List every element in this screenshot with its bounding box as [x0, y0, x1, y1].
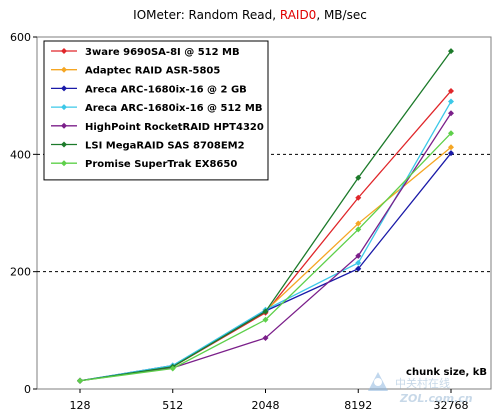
- x-axis-label: chunk size, kB: [406, 367, 487, 378]
- x-tick-label-8192: 8192: [344, 399, 372, 412]
- watermark-logo: 中关村在线 ZOL.com.cn: [368, 372, 473, 405]
- data-point-6-4: [355, 174, 362, 181]
- x-tick-label-2048: 2048: [252, 399, 280, 412]
- y-tick-label-0: 0: [24, 383, 31, 396]
- legend-item: 3ware 9690SA-8I @ 512 MB: [51, 47, 240, 58]
- data-point-2-5: [448, 144, 454, 151]
- legend-label: Promise SuperTrak EX8650: [85, 159, 237, 170]
- legend: 3ware 9690SA-8I @ 512 MB Adaptec RAID ASR…: [43, 40, 269, 181]
- y-tick-label-200: 200: [10, 266, 31, 279]
- legend-item: Areca ARC-1680ix-16 @ 2 GB: [51, 84, 247, 95]
- legend-item: Promise SuperTrak EX8650: [51, 159, 237, 170]
- legend-marker: [61, 122, 67, 129]
- data-point-4-4: [355, 259, 362, 266]
- legend-item: HighPoint RocketRAID HPT4320: [51, 122, 264, 133]
- legend-label: 3ware 9690SA-8I @ 512 MB: [85, 47, 240, 58]
- data-point-7-5: [448, 130, 454, 137]
- x-axis-ticks: 128 512 2048 8192 32768: [70, 389, 469, 412]
- legend-item: Adaptec RAID ASR-5805: [51, 66, 220, 77]
- data-point-1-5: [448, 87, 454, 94]
- x-tick-label-512: 512: [162, 399, 183, 412]
- data-point-5-4: [355, 252, 362, 259]
- data-point-7-4: [355, 226, 362, 233]
- legend-marker: [61, 160, 67, 167]
- legend-item: Areca ARC-1680ix-16 @ 512 MB: [51, 103, 262, 114]
- chart-title-part-1: IOMeter: Random Read,: [133, 8, 280, 22]
- chart-title-part-3: , MB/sec: [316, 8, 367, 22]
- x-tick-label-128: 128: [70, 399, 91, 412]
- data-point-6-5: [448, 48, 454, 55]
- data-point-5-5: [448, 110, 454, 117]
- series-lines: [77, 48, 454, 384]
- legend-marker: [61, 141, 67, 148]
- legend-label: HighPoint RocketRAID HPT4320: [85, 122, 264, 133]
- watermark-cn-text: 中关村在线: [395, 376, 450, 390]
- legend-item: LSI MegaRAID SAS 8708EM2: [51, 141, 245, 152]
- data-point-1-4: [355, 194, 362, 201]
- data-point-7-2: [169, 365, 176, 372]
- chart-title-raid: RAID0: [280, 8, 316, 22]
- data-point-7-1: [77, 377, 83, 384]
- y-tick-label-600: 600: [10, 31, 31, 44]
- y-tick-label-400: 400: [10, 148, 31, 161]
- data-point-3-4: [355, 265, 362, 272]
- legend-label: Areca ARC-1680ix-16 @ 512 MB: [85, 103, 262, 114]
- data-point-6-3: [262, 308, 269, 315]
- watermark-site-text: ZOL.com.cn: [399, 392, 473, 405]
- legend-marker: [61, 66, 67, 73]
- data-point-5-3: [262, 334, 269, 341]
- legend-marker: [61, 85, 67, 92]
- data-point-2-4: [355, 220, 362, 227]
- legend-label: Areca ARC-1680ix-16 @ 2 GB: [85, 84, 247, 95]
- legend-box: [43, 40, 269, 181]
- y-axis-ticks: 0 200 400 600: [10, 31, 37, 396]
- chart-title: IOMeter: Random Read, RAID0, MB/sec: [133, 8, 367, 22]
- legend-label: Adaptec RAID ASR-5805: [85, 66, 220, 77]
- data-point-3-5: [448, 150, 454, 157]
- data-point-7-3: [262, 316, 269, 323]
- legend-marker: [61, 104, 67, 111]
- legend-label: LSI MegaRAID SAS 8708EM2: [85, 141, 245, 152]
- x-tick-label-32768: 32768: [434, 399, 469, 412]
- series-7: [77, 130, 454, 384]
- data-point-4-5: [448, 98, 454, 105]
- gridlines: [37, 153, 491, 273]
- watermark-emblem-dot-icon: [374, 378, 382, 386]
- legend-marker: [61, 48, 67, 54]
